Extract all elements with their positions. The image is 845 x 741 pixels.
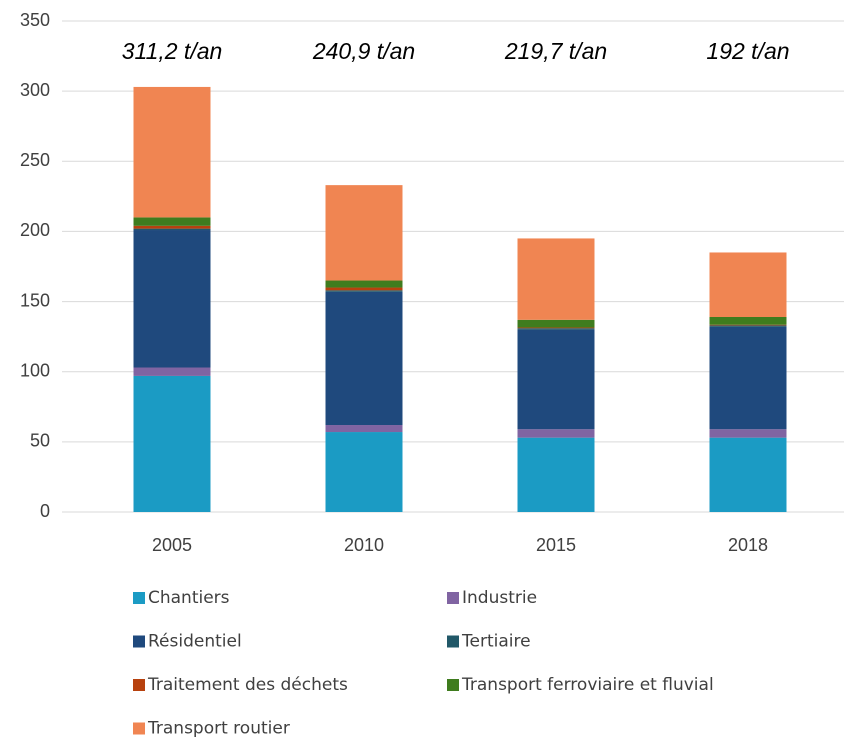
y-tick-label: 50 — [30, 431, 50, 451]
annotation: 192 t/an — [706, 38, 789, 64]
y-tick-label: 0 — [40, 501, 50, 521]
legend-label: Transport routier — [147, 719, 290, 739]
legend-swatch — [133, 679, 145, 691]
bar-segment — [133, 230, 211, 368]
bar-segment — [133, 228, 211, 231]
legend-swatch — [133, 592, 145, 604]
bar-segment — [325, 291, 403, 426]
x-tick-label: 2015 — [536, 535, 576, 555]
bar-segment — [517, 327, 595, 329]
bar-segment — [709, 326, 787, 430]
bar-segment — [325, 290, 403, 292]
y-tick-label: 300 — [20, 80, 50, 100]
x-tick-label: 2005 — [152, 535, 192, 555]
legend-label: Traitement des déchets — [147, 675, 348, 695]
bar-segment — [325, 280, 403, 288]
legend-swatch — [133, 722, 145, 735]
bar-segment — [133, 217, 211, 226]
legend-label: Industrie — [462, 588, 537, 608]
bar-segment — [517, 328, 595, 330]
bar-segment — [325, 287, 403, 291]
legend-label: Tertiaire — [461, 632, 531, 652]
y-tick-label: 100 — [20, 360, 50, 380]
bar-segment — [517, 437, 595, 512]
bar-segment — [517, 329, 595, 430]
bar-segment — [709, 324, 787, 326]
x-tick-label: 2010 — [344, 535, 384, 555]
bar-segment — [709, 317, 787, 325]
bar-segment — [709, 437, 787, 512]
bar-segment — [133, 225, 211, 229]
bar-segment — [517, 319, 595, 328]
legend-swatch — [447, 592, 459, 604]
annotation: 240,9 t/an — [312, 38, 415, 64]
bar-segment — [517, 429, 595, 438]
y-tick-label: 350 — [20, 10, 50, 30]
legend-swatch — [447, 635, 459, 648]
bar-segment — [325, 185, 403, 281]
x-tick-label: 2018 — [728, 535, 768, 555]
bar-segment — [133, 86, 211, 218]
annotation: 311,2 t/an — [122, 38, 223, 64]
bar-segment — [517, 238, 595, 320]
annotation: 219,7 t/an — [504, 38, 607, 64]
bar-segment — [133, 375, 211, 512]
legend-label: Résidentiel — [148, 632, 242, 652]
bar-segment — [709, 429, 787, 438]
bar-segment — [325, 432, 403, 512]
bar-segment — [133, 367, 211, 376]
bar-segment — [325, 425, 403, 433]
bar-segment — [709, 325, 787, 327]
bar-segment — [709, 252, 787, 318]
y-tick-label: 200 — [20, 220, 50, 240]
legend-label: Transport ferroviaire et fluvial — [461, 675, 714, 695]
y-tick-label: 250 — [20, 150, 50, 170]
y-tick-label: 150 — [20, 290, 50, 310]
legend-swatch — [447, 679, 459, 691]
legend-swatch — [133, 635, 145, 648]
legend-label: Chantiers — [148, 588, 230, 608]
